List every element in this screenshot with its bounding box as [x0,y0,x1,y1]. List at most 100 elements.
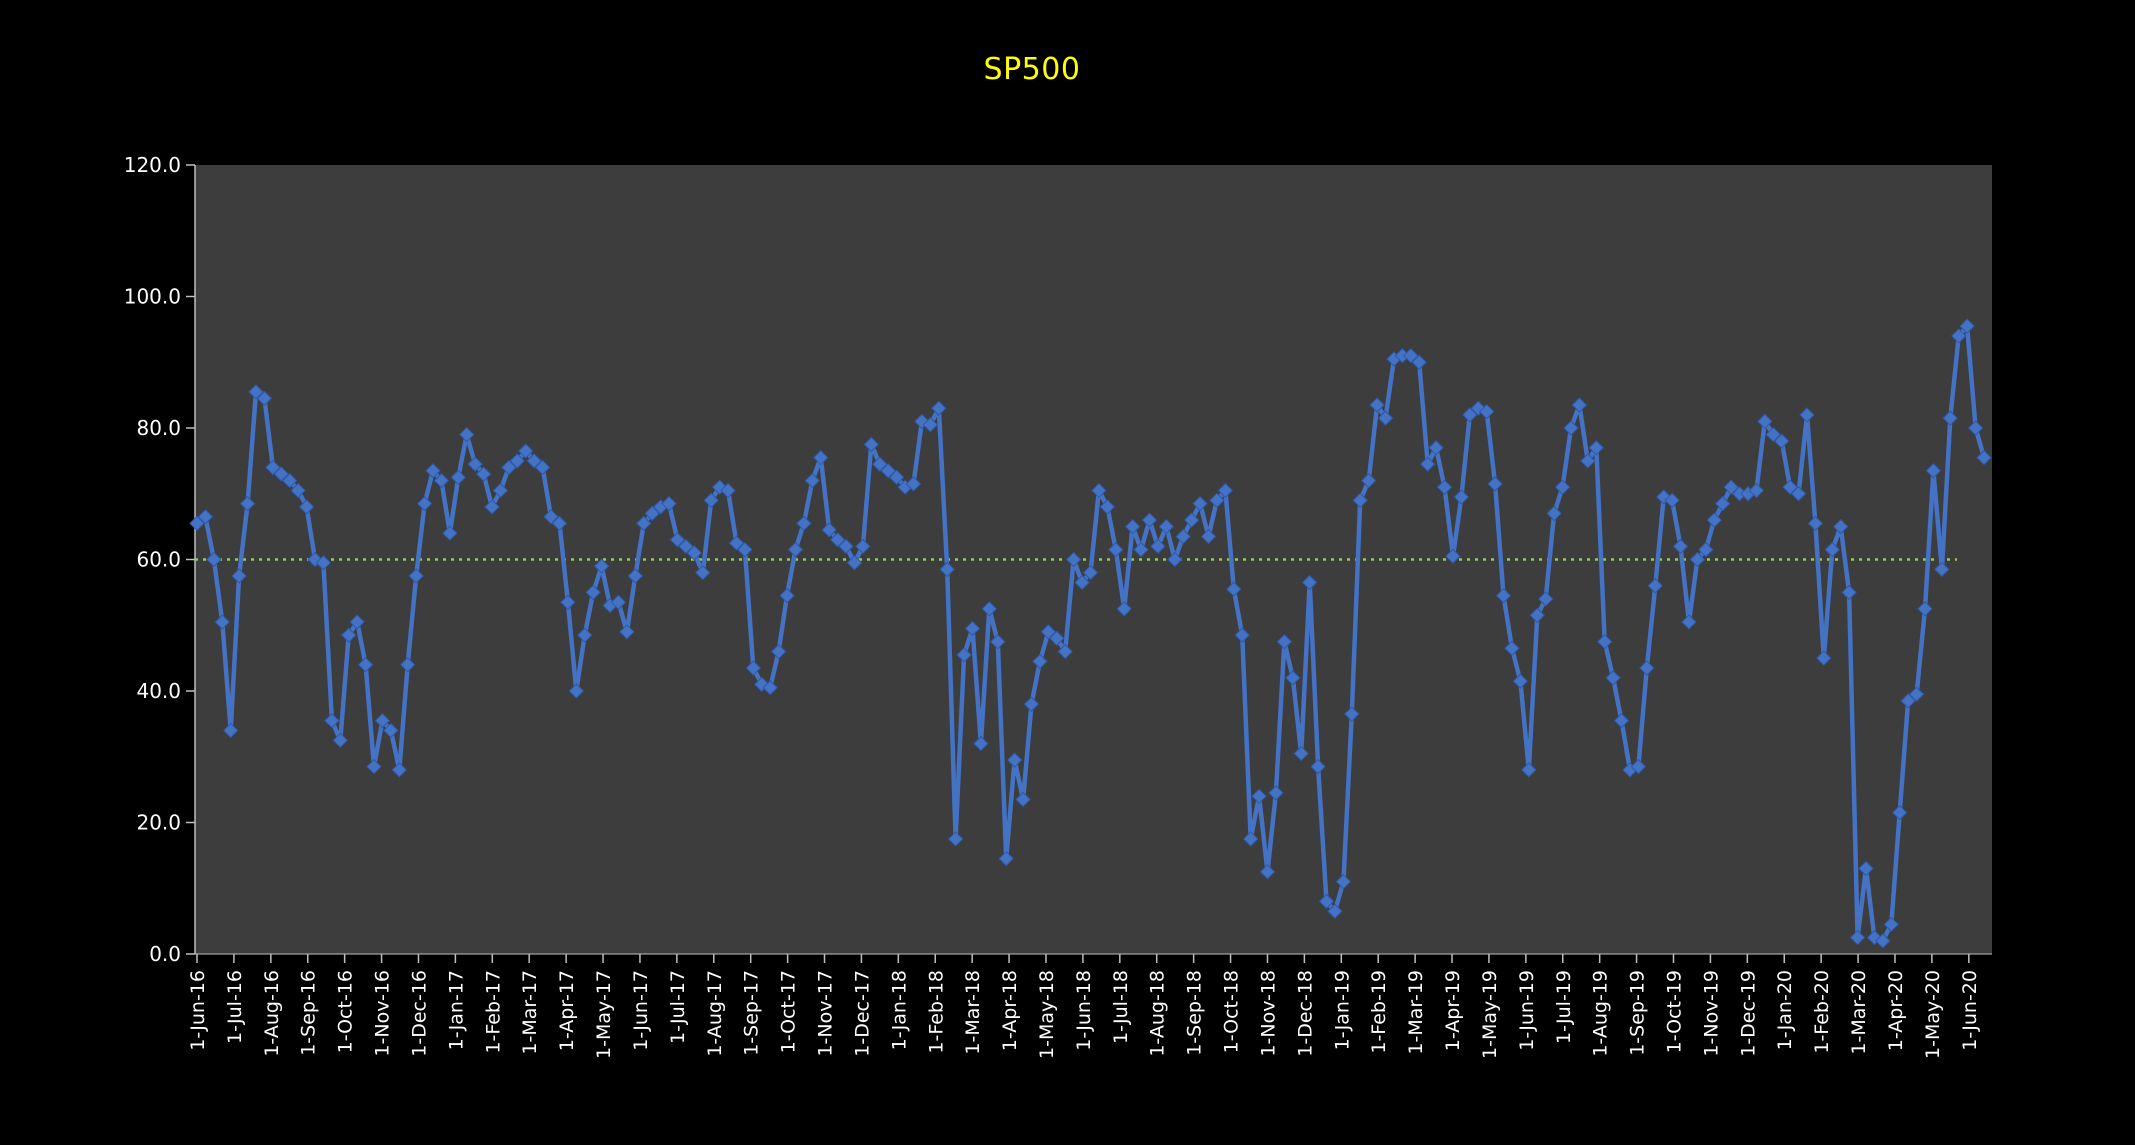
data-point-marker [644,505,660,522]
data-point-marker [905,476,922,492]
data-point-marker [1006,752,1023,768]
data-point-marker [787,541,804,558]
data-point-marker [1293,745,1309,762]
data-point-marker [695,564,711,581]
data-point-marker [1816,650,1832,666]
y-tick-label: 100.0 [124,285,181,309]
data-point-marker [922,417,939,433]
x-tick-label: 1-Oct-16 [335,970,357,1053]
data-point-marker [1580,453,1596,469]
data-point-marker [332,732,349,749]
data-point-marker [1234,627,1250,643]
data-point-marker [239,495,256,512]
data-point-marker [1546,505,1562,522]
data-point-marker [1360,472,1377,489]
chart-title: SP500 [983,52,1081,87]
data-point-marker [1571,397,1588,413]
data-point-marker [1639,660,1655,676]
data-point-marker [1495,587,1512,604]
data-point-marker [1192,495,1208,512]
x-tick-label: 1-Jul-19 [1553,970,1575,1044]
data-point-marker [484,499,500,515]
data-point-marker [1883,916,1899,933]
x-tick-label: 1-Jan-18 [888,970,910,1050]
data-point-marker [1504,640,1520,656]
data-point-marker [551,515,568,532]
data-point-marker [829,532,846,548]
data-point-marker [1175,528,1191,545]
data-point-marker [1596,633,1613,650]
data-point-marker [1917,601,1933,617]
data-point-marker [939,561,955,578]
x-tick-label: 1-Dec-16 [408,970,430,1057]
data-point-marker [1529,607,1545,624]
data-point-marker [770,643,787,660]
data-point-marker [1512,673,1529,689]
data-point-marker [1015,791,1031,808]
data-point-marker [1057,643,1073,660]
x-tick-label: 1-Feb-20 [1811,970,1833,1054]
data-point-marker [1183,512,1200,528]
data-point-marker [1748,482,1765,499]
data-point-marker [804,472,821,489]
data-point-marker [1951,328,1967,344]
data-point-marker [450,469,467,486]
data-point-marker [1268,785,1284,801]
data-point-marker [1942,410,1958,426]
data-point-marker [1892,804,1908,821]
x-tick-label: 1-Jun-19 [1516,970,1538,1051]
data-point-marker [374,712,391,729]
data-point-marker [459,426,475,443]
data-point-marker [349,614,365,630]
data-point-marker [433,472,450,489]
data-point-marker [231,568,247,584]
data-point-marker [1158,518,1175,535]
data-point-marker [1478,403,1495,420]
data-point-marker [1875,933,1891,949]
data-point-marker [475,466,492,482]
data-point-marker [248,384,264,400]
data-point-marker [357,656,374,673]
data-point-marker [1790,486,1807,502]
data-point-marker [197,509,214,525]
data-point-marker [964,620,981,637]
data-point-marker [888,469,905,486]
data-point-marker [1934,561,1950,578]
y-tick-label: 120.0 [124,153,181,177]
data-point-marker [1908,686,1925,702]
data-point-marker [1403,347,1419,364]
data-point-marker [1074,574,1090,591]
data-point-marker [1327,903,1343,919]
data-point-marker [1369,397,1385,413]
x-tick-label: 1-May-18 [1036,970,1058,1059]
data-point-marker [1411,354,1427,370]
data-point-marker [981,601,998,617]
data-point-marker [256,390,273,407]
data-point-marker [1242,831,1259,847]
data-point-marker [282,472,298,489]
x-tick-label: 1-Jun-16 [187,970,209,1051]
data-point-marker [1141,512,1158,528]
data-point-marker [442,525,458,541]
data-point-marker [1285,670,1301,686]
data-point-marker [998,850,1014,867]
data-point-marker [1344,706,1360,722]
data-point-marker [223,722,239,739]
data-point-marker [366,758,382,775]
y-tick-label: 60.0 [136,548,181,572]
data-point-marker [1630,758,1647,775]
x-tick-label: 1-Sep-18 [1184,970,1206,1056]
data-point-marker [1091,482,1107,499]
data-point-marker [400,656,416,673]
data-point-marker [1613,712,1630,729]
x-tick-label: 1-Nov-17 [815,970,837,1057]
data-point-marker [593,558,610,574]
data-point-marker [467,456,483,472]
data-point-marker [425,463,441,479]
data-point-marker [1866,929,1883,946]
x-tick-label: 1-Aug-17 [704,970,726,1057]
data-point-marker [1065,551,1082,568]
data-point-marker [391,762,408,778]
data-point-marker [1377,410,1394,426]
data-point-marker [872,456,888,472]
